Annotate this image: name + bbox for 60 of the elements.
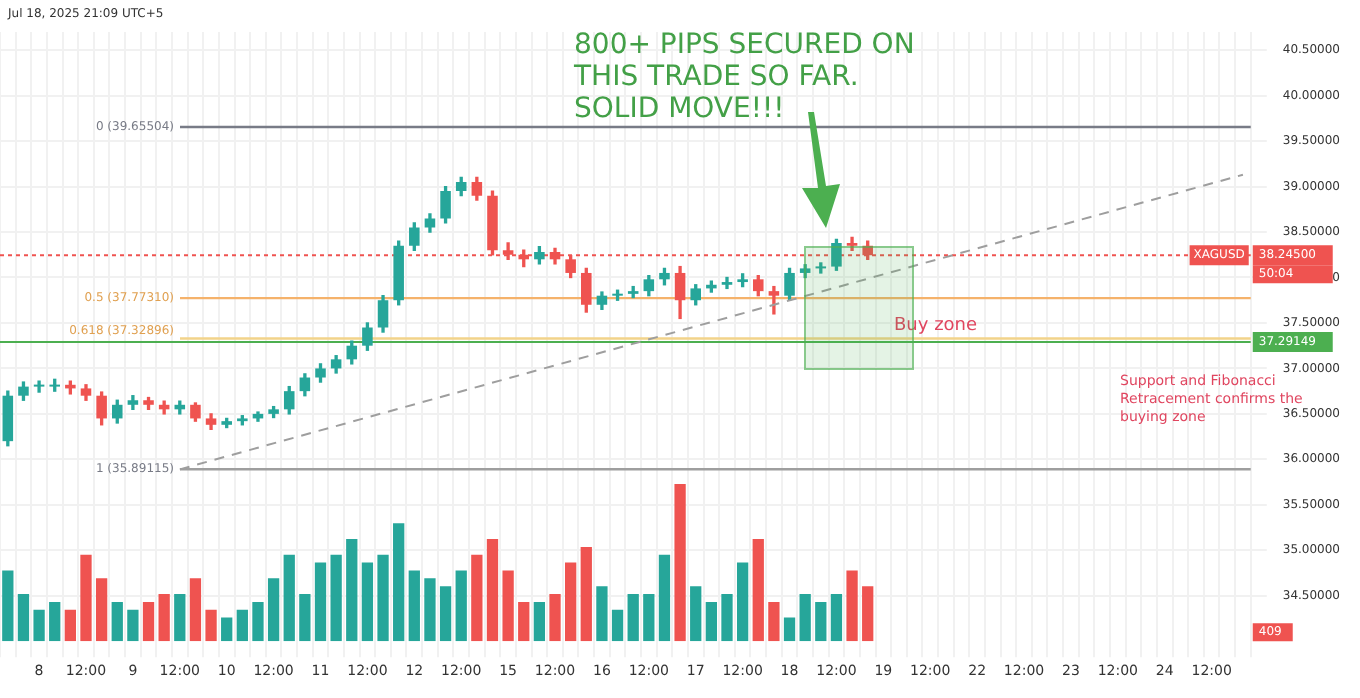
bar (189, 578, 202, 642)
bar (815, 601, 827, 642)
bar (705, 601, 718, 642)
bar (862, 586, 874, 642)
bar (471, 554, 483, 642)
bar (314, 562, 327, 642)
bar (2, 570, 14, 642)
bar (721, 594, 733, 642)
annotation: 800+ PIPS SECURED ON THIS TRADE SO FAR. SOLID MOVE!!! (572, 29, 915, 126)
bar (174, 594, 186, 642)
bar (799, 594, 811, 642)
bar (346, 539, 358, 642)
bar (283, 554, 295, 642)
bar (17, 594, 30, 642)
bar (49, 601, 61, 642)
bar (455, 570, 467, 642)
bar (377, 554, 389, 642)
bar (408, 570, 420, 642)
bar (267, 578, 280, 642)
bar (299, 594, 311, 642)
bar (580, 546, 592, 642)
bar (658, 554, 671, 642)
bar (142, 601, 155, 642)
bar (565, 562, 577, 642)
bar (768, 601, 780, 642)
bar (846, 570, 858, 642)
bar (393, 523, 405, 642)
bar (236, 609, 248, 642)
bar (752, 539, 764, 642)
bar (221, 617, 233, 642)
bar (330, 554, 342, 642)
bar (361, 562, 374, 642)
bar (830, 594, 843, 642)
bar (111, 601, 123, 642)
bar (690, 586, 702, 642)
bar (674, 484, 686, 642)
bar (127, 609, 139, 642)
bar (533, 601, 546, 642)
bar (643, 594, 655, 642)
bar (783, 617, 796, 642)
bar (549, 594, 561, 642)
bar (518, 601, 530, 642)
bar (486, 539, 499, 642)
annotation: Buy zone (894, 315, 978, 336)
bar (33, 609, 45, 642)
bar (252, 601, 264, 642)
bar (424, 578, 436, 642)
candlestick (33, 380, 45, 393)
bar (95, 578, 108, 642)
bar (627, 594, 639, 642)
bar (736, 562, 749, 642)
bar (205, 609, 217, 642)
bar (596, 586, 608, 642)
candlestick (768, 285, 780, 315)
bar (64, 609, 76, 642)
bar (611, 609, 624, 642)
bar (80, 554, 92, 642)
bar (158, 594, 170, 642)
bar (502, 570, 514, 642)
bar (439, 586, 452, 642)
